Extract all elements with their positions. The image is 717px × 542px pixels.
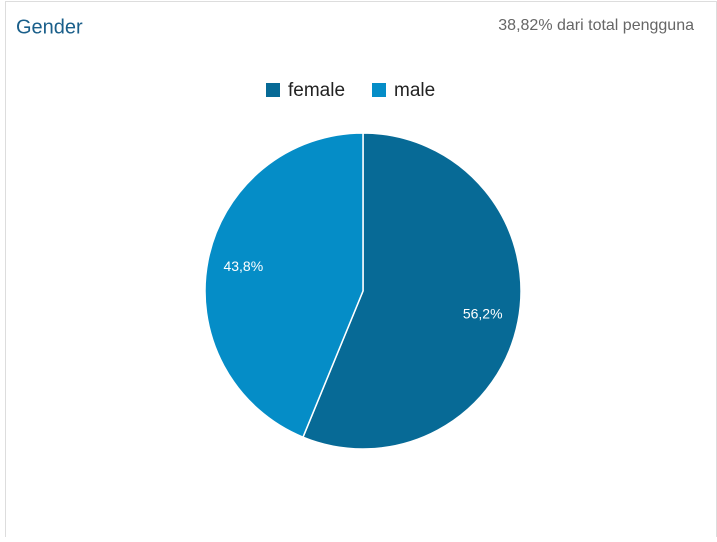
slice-label: 43,8% — [223, 258, 263, 274]
chart-subtitle: 38,82% dari total pengguna — [498, 17, 694, 34]
pie-slice — [204, 132, 364, 439]
legend-label: female — [288, 80, 345, 101]
legend-swatch — [266, 83, 280, 97]
pie-slice — [302, 132, 522, 450]
legend-label: male — [394, 80, 435, 101]
chart-title: Gender — [16, 16, 83, 38]
slice-label: 56,2% — [463, 305, 503, 321]
legend-swatch — [372, 83, 386, 97]
